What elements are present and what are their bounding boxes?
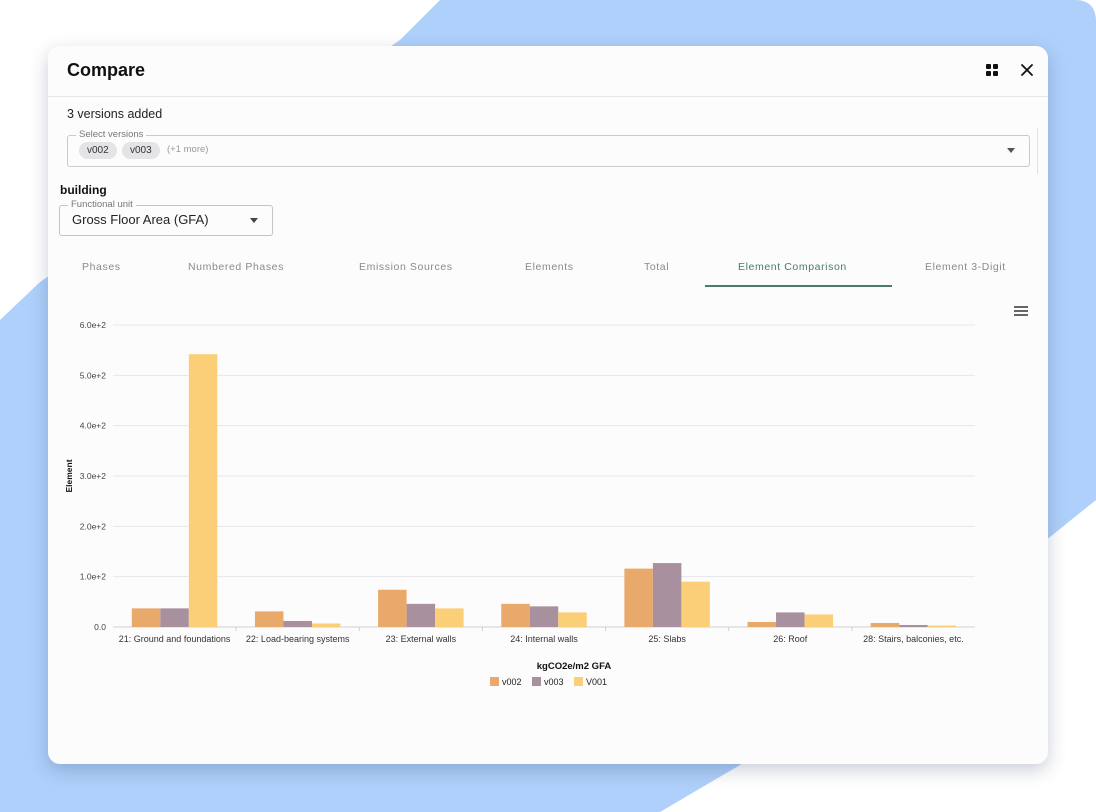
bar-V001-3 bbox=[435, 608, 464, 627]
legend-swatch-v003 bbox=[532, 677, 541, 686]
active-tab-indicator bbox=[705, 285, 892, 287]
bar-V001-4 bbox=[558, 612, 587, 627]
y-tick-label: 2.0e+2 bbox=[80, 521, 107, 531]
x-tick-label: 28: Stairs, balconies, etc. bbox=[863, 634, 964, 644]
dialog-header: Compare bbox=[48, 46, 1048, 97]
tab-numbered-phases[interactable]: Numbered Phases bbox=[188, 261, 284, 273]
y-tick-label: 3.0e+2 bbox=[80, 471, 107, 481]
more-versions-text: (+1 more) bbox=[167, 144, 209, 155]
dropdown-arrow-icon[interactable] bbox=[250, 218, 258, 223]
version-chip-v002[interactable]: v002 bbox=[79, 142, 117, 159]
legend-label-v003: v003 bbox=[544, 677, 564, 687]
bar-v003-7 bbox=[899, 624, 928, 627]
x-tick-label: 26: Roof bbox=[773, 634, 808, 644]
dialog-title: Compare bbox=[67, 60, 146, 80]
y-tick-label: 4.0e+2 bbox=[80, 421, 107, 431]
x-axis-label: kgCO2e/m2 GFA bbox=[537, 661, 612, 672]
tab-total[interactable]: Total bbox=[644, 261, 670, 273]
functional-unit-value: Gross Floor Area (GFA) bbox=[72, 212, 209, 227]
bar-v002-7 bbox=[870, 622, 900, 627]
bar-v002-6 bbox=[747, 621, 777, 627]
x-tick-label: 23: External walls bbox=[386, 634, 457, 644]
tab-element-3-digit[interactable]: Element 3-Digit bbox=[925, 261, 1006, 273]
y-tick-label: 1.0e+2 bbox=[80, 572, 107, 582]
tab-phases[interactable]: Phases bbox=[82, 261, 121, 273]
bar-V001-6 bbox=[804, 614, 834, 627]
functional-unit-label: Functional unit bbox=[68, 199, 136, 210]
bar-v003-2 bbox=[283, 620, 312, 627]
select-versions-label: Select versions bbox=[76, 129, 147, 140]
y-axis-label: Element bbox=[64, 459, 74, 492]
bar-v003-5 bbox=[652, 563, 682, 627]
versions-count: 3 versions added bbox=[67, 107, 163, 121]
element-comparison-chart: 0.0 1.0e+2 2.0e+2 3.0e+2 4.0e+2 5.0e+2 6.0e+2 2… bbox=[64, 320, 975, 687]
y-tick-label: 5.0e+2 bbox=[80, 370, 107, 380]
bar-v003-4 bbox=[529, 606, 559, 627]
bar-v002-1 bbox=[131, 608, 161, 627]
select-versions-field[interactable]: Select versions v002 v003 (+1 more) bbox=[67, 129, 1030, 167]
bar-v002-3 bbox=[378, 589, 407, 627]
bar-v002-4 bbox=[501, 603, 530, 627]
bar-v002-5 bbox=[624, 568, 653, 627]
bar-v002-2 bbox=[254, 611, 284, 627]
x-tick-label: 24: Internal walls bbox=[510, 634, 578, 644]
tab-emission-sources[interactable]: Emission Sources bbox=[359, 261, 453, 273]
hamburger-menu-icon[interactable] bbox=[1014, 306, 1028, 318]
compare-dialog: Compare 3 versions added Select versions… bbox=[48, 46, 1048, 764]
scrollbar[interactable] bbox=[1037, 128, 1038, 174]
functional-unit-select[interactable]: Functional unit Gross Floor Area (GFA) bbox=[59, 199, 273, 236]
tab-elements[interactable]: Elements bbox=[525, 261, 574, 273]
section-label: building bbox=[60, 183, 107, 197]
bar-V001-7 bbox=[927, 625, 957, 627]
x-tick-label: 22: Load-bearing systems bbox=[246, 634, 350, 644]
legend-label-V001: V001 bbox=[586, 677, 607, 687]
bar-v003-1 bbox=[160, 608, 189, 627]
bar-V001-5 bbox=[681, 581, 710, 627]
bar-v003-6 bbox=[776, 612, 805, 627]
bar-V001-1 bbox=[188, 354, 218, 627]
legend-label-v002: v002 bbox=[502, 677, 522, 687]
legend-swatch-v002 bbox=[490, 677, 499, 686]
y-tick-label: 6.0e+2 bbox=[80, 320, 107, 330]
legend-swatch-V001 bbox=[574, 677, 583, 686]
close-icon[interactable] bbox=[1018, 61, 1036, 79]
tab-bar: Phases Numbered Phases Emission Sources … bbox=[48, 251, 1048, 287]
bar-V001-2 bbox=[311, 623, 341, 627]
version-chip-v003[interactable]: v003 bbox=[122, 142, 160, 159]
dropdown-arrow-icon[interactable] bbox=[1007, 148, 1015, 153]
x-tick-label: 21: Ground and foundations bbox=[119, 634, 231, 644]
bar-v003-3 bbox=[406, 603, 436, 627]
tab-element-comparison[interactable]: Element Comparison bbox=[738, 261, 847, 273]
grid-icon[interactable] bbox=[984, 62, 1000, 78]
x-tick-label: 25: Slabs bbox=[648, 634, 686, 644]
y-tick-label: 0.0 bbox=[94, 622, 106, 632]
